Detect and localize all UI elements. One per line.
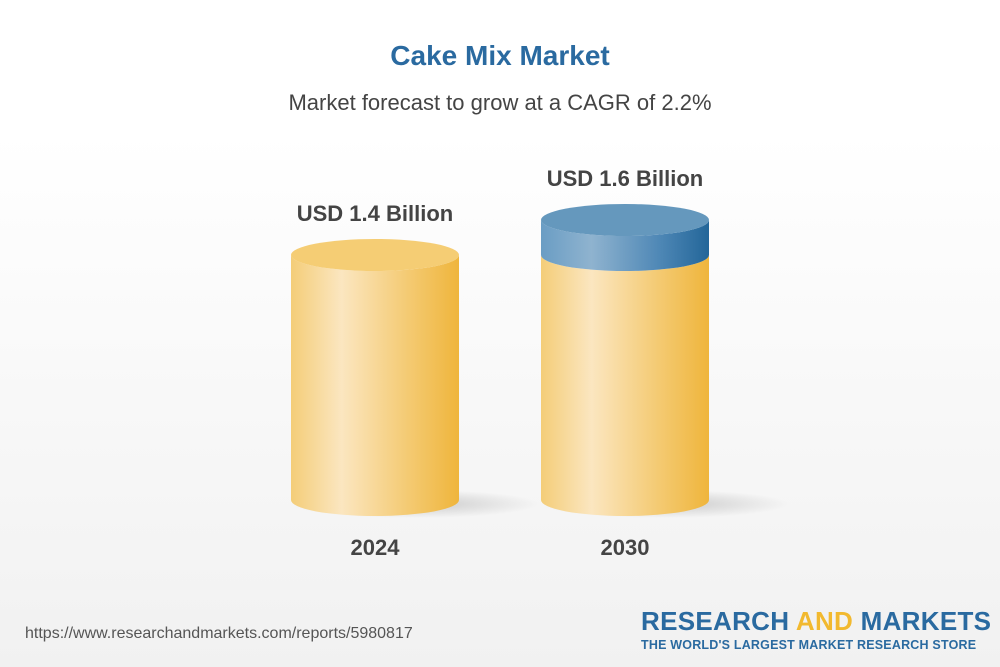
category-label-2030: 2030: [601, 535, 650, 560]
bar-2024: [291, 255, 459, 516]
value-label-2030: USD 1.6 Billion: [547, 166, 703, 191]
bar-top-2030: [541, 204, 709, 236]
category-label-2024: 2024: [351, 535, 401, 560]
source-url[interactable]: https://www.researchandmarkets.com/repor…: [25, 625, 413, 642]
growth-segment-2030: [541, 220, 709, 271]
bar-top-2024: [291, 239, 459, 271]
cylinder-chart: USD 1.4 Billion USD 1.6 Billion 2024 203…: [291, 166, 789, 560]
chart-subtitle: Market forecast to grow at a CAGR of 2.2…: [288, 90, 712, 115]
bar-2030: [541, 255, 709, 516]
value-label-2024: USD 1.4 Billion: [297, 201, 453, 226]
chart-title: Cake Mix Market: [390, 40, 610, 71]
research-and-markets-logo: RESEARCH AND MARKETS THE WORLD'S LARGEST…: [641, 606, 992, 652]
